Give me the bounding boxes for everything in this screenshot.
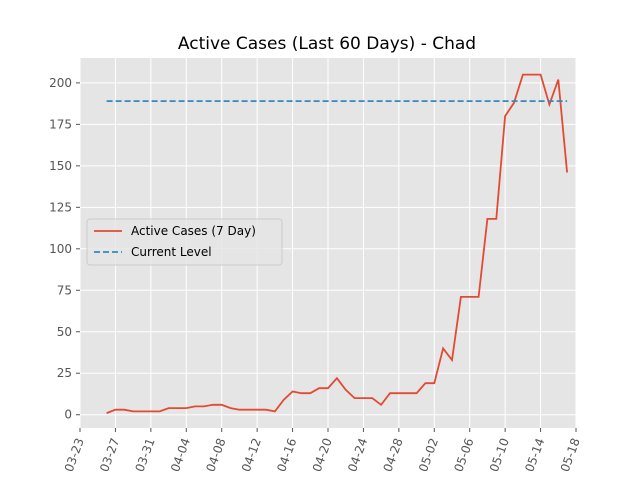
legend: Active Cases (7 Day) Current Level: [86, 218, 283, 266]
y-tick-label: 75: [57, 283, 72, 297]
x-tick-label: 05-14: [522, 436, 547, 474]
x-tick-label: 05-18: [558, 436, 583, 474]
x-tick-label: 04-24: [345, 436, 370, 474]
y-tick-label: 200: [49, 76, 72, 90]
x-tick-label: 04-04: [168, 436, 193, 474]
series-layer: [106, 73, 568, 414]
x-tick-label: 05-02: [416, 436, 441, 474]
x-tick-label: 04-28: [381, 436, 406, 474]
x-tick-label: 03-31: [133, 436, 158, 474]
y-tick-label: 0: [64, 408, 72, 422]
y-tick-label: 175: [49, 117, 72, 131]
x-axis: 03-23 03-27 03-31 04-04 04-08 04-12 04-16 04-20…: [62, 428, 583, 474]
x-tick-label: 05-10: [487, 436, 512, 474]
y-tick-label: 25: [57, 366, 72, 380]
legend-box: [86, 218, 283, 266]
y-tick-label: 150: [49, 159, 72, 173]
x-tick-label: 03-23: [62, 436, 87, 474]
y-tick-label: 50: [57, 325, 72, 339]
x-tick-label: 04-08: [203, 436, 228, 474]
y-tick-label: 125: [49, 200, 72, 214]
chart-title: Active Cases (Last 60 Days) - Chad: [178, 34, 476, 54]
x-tick-label: 04-20: [310, 436, 335, 474]
legend-label-active-cases: Active Cases (7 Day): [131, 224, 256, 238]
x-tick-label: 05-06: [451, 436, 476, 474]
y-axis: 0 25 50 75 100 125 150 175 200: [49, 76, 80, 422]
y-tick-label: 100: [49, 242, 72, 256]
x-tick-label: 04-16: [274, 436, 299, 474]
x-tick-label: 03-27: [97, 436, 122, 474]
legend-label-current-level: Current Level: [131, 245, 212, 259]
series-line-active-cases: [106, 73, 568, 414]
x-tick-label: 04-12: [239, 436, 264, 474]
